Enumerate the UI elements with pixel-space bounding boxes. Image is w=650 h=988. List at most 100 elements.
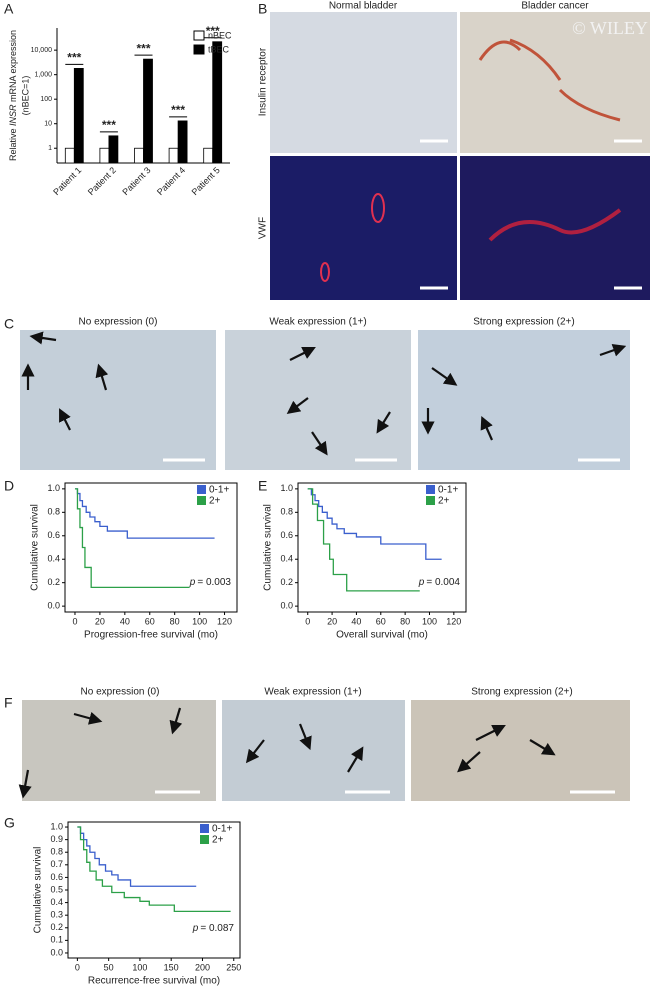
legend-swatch [200,824,209,833]
legend-swatch [426,485,435,494]
panel-label: B [258,1,267,17]
arrow [431,367,458,386]
arrow [475,725,506,741]
arrow [376,411,391,434]
micrograph [270,12,457,153]
y-tick-label: 0.6 [50,872,63,882]
arrow [245,739,265,764]
bar [177,120,188,164]
column-header: Strong expression (2+) [473,317,574,328]
legend-label: 0-1+ [209,485,229,496]
survival-curve [74,488,215,539]
y-tick-label: 0.0 [47,601,60,611]
arrow [480,415,494,441]
micrograph [418,330,630,470]
column-header: Weak expression (1+) [264,687,361,698]
legend-swatch [193,30,205,41]
p-value: p = 0.087 [192,923,235,934]
significance: *** [136,41,150,55]
legend-label: tBEC [208,44,230,54]
x-tick-label: 100 [422,616,437,626]
micrograph [225,330,411,470]
survival-curve [307,488,420,592]
significance: *** [102,118,116,132]
y-tick-label: 0.2 [50,922,63,932]
p-value: p = 0.004 [418,577,461,588]
legend-label: 0-1+ [212,824,232,835]
x-tick-label: 20 [327,616,337,626]
micrograph [22,700,216,801]
legend-swatch [200,835,209,844]
significance: *** [171,103,185,117]
y-tick-label: 0.4 [280,554,293,564]
axis-title: Overall survival (mo) [336,630,428,641]
x-tick-label: 100 [192,616,207,626]
x-tick-label: Patient 1 [51,165,83,197]
arrow [95,363,109,391]
significance: *** [67,51,81,65]
y-tick-label: 0.8 [280,507,293,517]
legend-label: 0-1+ [438,485,458,496]
panel-label: D [4,478,14,494]
row-header: Insulin receptor [258,47,269,116]
y-tick-label: 0.2 [47,577,60,587]
significance: *** [206,24,220,38]
arrow [59,408,71,431]
arrow [29,331,57,345]
legend-swatch [193,44,205,55]
y-tick-label: 1.0 [47,483,60,493]
panel-label: A [4,1,14,17]
survival-curve [307,488,442,560]
micrograph [270,156,457,300]
axis-title-part: mRNA expression [8,30,18,105]
y-tick-label: 1.0 [280,483,293,493]
micrograph [222,700,405,801]
p-symbol: p [189,577,196,588]
x-tick-label: 20 [95,616,105,626]
x-tick-label: Patient 5 [190,165,222,197]
x-tick-label: Patient 3 [120,165,152,197]
column-header: Strong expression (2+) [471,687,572,698]
x-tick-label: Patient 2 [86,165,118,197]
survival-curve [77,826,231,913]
arrow [73,711,103,725]
arrow [311,431,328,456]
y-tick-label: 0.0 [280,601,293,611]
axis-title: Relative INSR mRNA expression [8,30,18,161]
p-number: = 0.087 [200,923,234,934]
axis-title: Recurrence-free survival (mo) [88,976,220,987]
y-tick-label: 0.4 [47,554,60,564]
y-tick-label: 0.8 [50,847,63,857]
legend-swatch [197,485,206,494]
bar [73,68,84,164]
p-number: = 0.004 [426,577,460,588]
p-value: p = 0.003 [189,577,232,588]
p-number: = 0.003 [197,577,231,588]
x-tick-label: 0 [75,962,80,972]
x-tick-label: 150 [164,962,179,972]
x-tick-label: 50 [104,962,114,972]
stain [488,208,622,242]
column-header: Normal bladder [329,1,398,12]
micrograph [460,12,650,153]
arrow [599,343,627,357]
survival-curve [77,826,197,887]
panel-label: E [258,478,267,494]
x-tick-label: 80 [400,616,410,626]
plot-frame [64,482,238,613]
bar [108,135,119,164]
row-header: VWF [258,217,269,239]
y-tick-label: 100 [40,96,52,103]
arrow [529,739,556,756]
axis-title: Progression-free survival (mo) [84,630,218,641]
arrow [286,397,309,414]
bar [143,58,153,164]
legend-swatch [197,496,206,505]
arrow [457,751,481,773]
x-tick-label: Patient 4 [155,165,187,197]
column-header: No expression (0) [81,687,160,698]
panel-label: C [4,316,14,332]
legend-label: nBEC [208,30,232,40]
axis-title: Cumulative survival [30,504,41,591]
column-header: Bladder cancer [521,1,589,12]
